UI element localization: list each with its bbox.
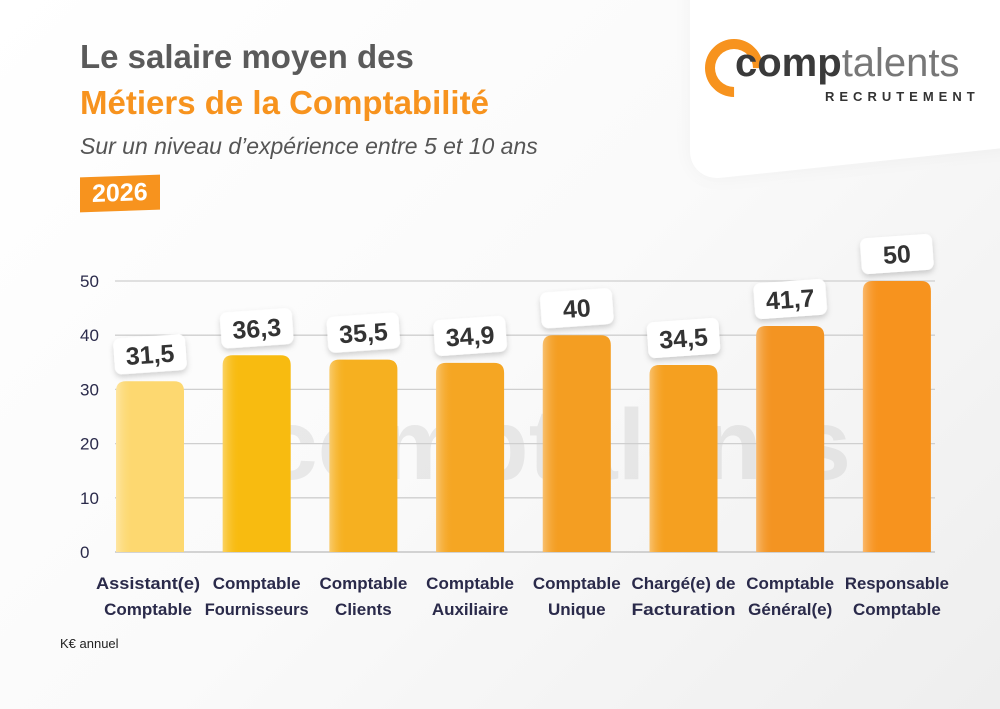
x-category-label: Responsable [845, 574, 949, 593]
x-category-label: Comptable [213, 574, 301, 593]
data-label: 50 [860, 234, 934, 274]
data-label: 34,5 [646, 318, 721, 359]
data-label-box [646, 318, 721, 359]
y-tick-label: 10 [80, 489, 99, 508]
data-label-box [220, 308, 294, 349]
x-category-label: Clients [335, 600, 392, 619]
data-label: 40 [540, 288, 614, 329]
y-tick-label: 20 [80, 435, 99, 454]
data-label: 41,7 [753, 278, 827, 319]
bar-highlight [436, 362, 505, 552]
x-category-label: Auxiliaire [432, 600, 509, 619]
data-label: 35,5 [326, 312, 401, 353]
data-label-text: 34,9 [445, 321, 496, 352]
data-label-box [326, 312, 401, 353]
data-label-box [113, 334, 187, 375]
bar-highlight [116, 381, 184, 552]
data-label-text: 34,5 [658, 323, 709, 354]
data-label: 34,9 [433, 315, 507, 356]
x-category-label: Comptable [533, 574, 621, 593]
bar-highlight [756, 325, 825, 552]
data-label: 36,3 [220, 308, 294, 349]
data-label-box [860, 234, 934, 274]
data-label-text: 40 [562, 294, 592, 324]
data-label-box [433, 315, 507, 356]
x-category-label: Assistant(e) [96, 574, 200, 593]
x-category-label: Comptable [104, 600, 192, 619]
bar-highlight [649, 365, 718, 552]
x-category-label: Comptable [853, 600, 941, 619]
logo-tagline: RECRUTEMENT [825, 89, 980, 104]
data-label-text: 41,7 [765, 284, 816, 315]
data-label-box [540, 288, 614, 329]
data-label-text: 50 [882, 240, 912, 270]
title-line-1: Le salaire moyen des [80, 38, 414, 75]
y-tick-label: 50 [80, 272, 99, 291]
y-tick-label: 40 [80, 326, 99, 345]
x-category-label: Unique [548, 600, 606, 619]
bar-highlight [862, 281, 931, 552]
y-tick-label: 30 [80, 380, 99, 399]
bar-highlight [542, 335, 611, 552]
data-label: 31,5 [113, 334, 187, 375]
unit-label: K€ annuel [60, 636, 119, 651]
x-category-label: Comptable [426, 574, 514, 593]
data-label-text: 31,5 [125, 340, 176, 371]
x-category-label: Comptable [746, 574, 834, 593]
data-label-box [753, 278, 827, 319]
x-category-label: Facturation [632, 600, 736, 619]
x-category-label: Comptable [319, 574, 407, 593]
bar-highlight [329, 359, 398, 552]
data-label-text: 35,5 [338, 318, 389, 349]
bar-highlight [222, 355, 291, 552]
x-category-label: Fournisseurs [205, 600, 309, 619]
x-category-label: Général(e) [748, 600, 832, 619]
subtitle: Sur un niveau d’expérience entre 5 et 10… [80, 133, 538, 159]
data-label-text: 36,3 [232, 314, 283, 345]
x-category-label: Chargé(e) de [632, 574, 736, 593]
logo-word-part2: talents [841, 41, 960, 85]
logo-word-part1: comp [735, 41, 842, 85]
logo-word: comptalents [735, 41, 960, 86]
y-tick-label: 0 [80, 543, 89, 562]
title-line-2: Métiers de la Comptabilité [80, 84, 489, 121]
